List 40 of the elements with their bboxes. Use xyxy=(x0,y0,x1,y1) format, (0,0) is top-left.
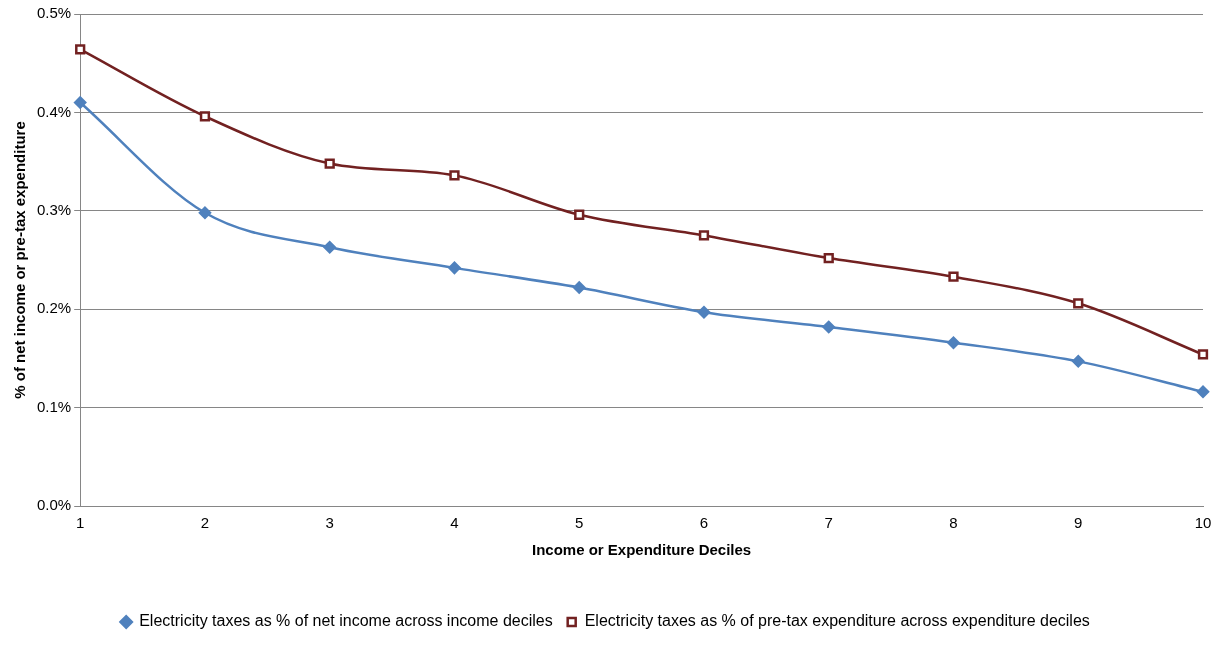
point xyxy=(1073,298,1084,309)
point xyxy=(948,271,959,282)
x-tick-label: 9 xyxy=(1074,514,1083,532)
point xyxy=(823,252,834,264)
x-tick-label: 6 xyxy=(699,514,709,532)
point xyxy=(448,261,461,275)
x-tick-label: 4 xyxy=(450,514,459,532)
point xyxy=(1197,349,1209,360)
x-tick-label: 1 xyxy=(76,514,85,532)
point xyxy=(947,336,960,349)
x-tick-label: 5 xyxy=(575,514,584,532)
legend-label: Electricity taxes as % of pre-tax expenditure across expenditure deciles xyxy=(584,612,1090,630)
y-axis-title: % of net income or pre-tax expenditure xyxy=(11,121,29,399)
x-tick-label: 10 xyxy=(1194,514,1212,532)
point xyxy=(323,240,336,254)
point xyxy=(697,305,711,319)
x-tick-label: 3 xyxy=(325,514,334,532)
x-tick-label: 8 xyxy=(949,514,958,532)
point xyxy=(73,96,87,109)
x-tick-label: 2 xyxy=(200,514,210,532)
point xyxy=(449,170,460,181)
point xyxy=(1071,355,1085,368)
y-tick-label: 0.1% xyxy=(36,397,72,415)
y-tick-label: 0.2% xyxy=(36,299,72,317)
point xyxy=(1196,385,1210,399)
y-tick-label: 0.3% xyxy=(36,200,72,218)
point xyxy=(75,44,86,55)
x-axis-title: Income or Expenditure Deciles xyxy=(531,541,752,559)
point xyxy=(324,158,335,169)
point xyxy=(574,209,585,220)
point xyxy=(199,111,211,122)
point xyxy=(572,281,586,294)
y-tick-label: 0.5% xyxy=(36,4,72,22)
point xyxy=(698,230,710,241)
y-tick-label: 0.4% xyxy=(36,102,72,120)
legend-label: Electricity taxes as % of net income across income deciles xyxy=(139,612,553,630)
point xyxy=(822,320,835,334)
x-tick-label: 7 xyxy=(824,514,833,532)
y-tick-label: 0.0% xyxy=(36,496,72,514)
point xyxy=(198,206,212,220)
